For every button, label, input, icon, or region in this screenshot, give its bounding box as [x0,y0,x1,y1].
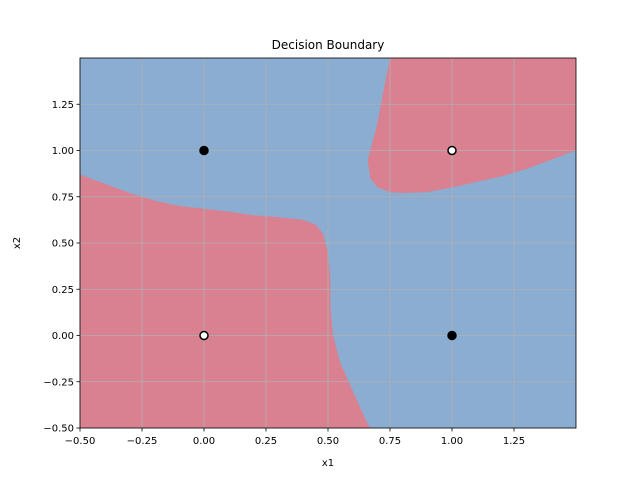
y-tick-label: 0.75 [52,192,74,203]
y-tick-label: 0.50 [52,239,74,250]
x-tick-label: 0.00 [193,436,215,447]
y-tick-label: 0.25 [52,285,74,296]
y-tick-label: 1.00 [52,146,74,157]
y-tick-label: 0.00 [52,331,74,342]
x-tick-label: 1.25 [503,436,525,447]
x-axis-ticks: −0.50 −0.25 0.00 0.25 0.50 0.75 1.00 1.25 [65,428,525,447]
grid-lines [79,58,576,429]
data-point [199,330,209,341]
data-point [199,145,209,156]
y-tick-label: −0.50 [43,424,74,435]
data-point [447,145,457,156]
x-tick-label: 0.75 [379,436,401,447]
x-tick-label: −0.50 [65,436,96,447]
x-tick-label: 1.00 [441,436,463,447]
chart-title: Decision Boundary [272,38,385,52]
y-axis-label: x2 [12,237,23,249]
data-points [199,145,457,341]
y-axis-ticks: −0.50 −0.25 0.00 0.25 0.50 0.75 1.00 1.25 [43,100,80,435]
x-tick-label: 0.25 [255,436,277,447]
y-tick-label: 1.25 [52,100,74,111]
x-tick-label: −0.25 [127,436,158,447]
decision-region-0 [80,174,371,428]
data-point [447,330,457,341]
x-tick-label: 0.50 [317,436,339,447]
decision-region-1 [367,58,576,193]
decision-regions [80,58,576,428]
y-tick-label: −0.25 [43,377,74,388]
x-axis-label: x1 [322,458,334,469]
